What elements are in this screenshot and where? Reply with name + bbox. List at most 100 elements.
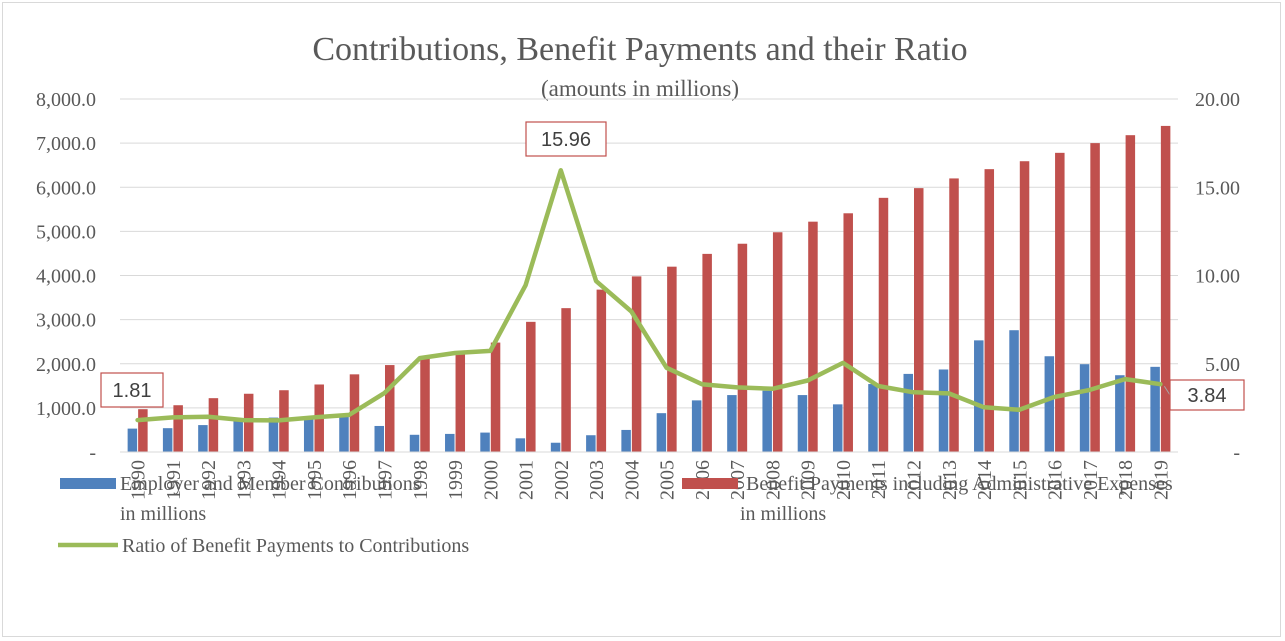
ratio-line <box>135 168 1163 423</box>
x-tick-label: 1998 <box>410 460 432 500</box>
benefit-bar <box>1090 143 1100 452</box>
legend-label-contributions: Employer and Member Contributions <box>120 473 421 495</box>
contribution-bar <box>409 434 420 452</box>
contribution-bar <box>339 414 349 452</box>
axes: - 1,000.0 2,000.0 3,000.0 4,000.0 5,000.0 6,00… <box>36 89 1240 500</box>
contribution-bar <box>868 384 878 452</box>
benefit-bar <box>737 243 748 452</box>
contribution-bar <box>1009 330 1019 452</box>
benefit-bar <box>490 342 501 452</box>
legend-swatch-benefits <box>682 478 738 489</box>
data-label-leader <box>1163 385 1171 396</box>
contribution-bar <box>1044 356 1055 452</box>
benefit-bar <box>949 178 959 453</box>
chart-title: Contributions, Benefit Payments and thei… <box>312 31 967 68</box>
data-label-box <box>100 372 164 408</box>
contribution-bar <box>445 433 455 452</box>
x-tick-label: 2012 <box>904 460 926 500</box>
contribution-bar <box>938 369 949 452</box>
x-tick-label: 2016 <box>1045 460 1067 500</box>
x-tick-label: 2017 <box>1080 460 1102 500</box>
legend-label-benefits: Benefit Payments including Administrativ… <box>746 473 1173 495</box>
legend-label-ratio: Ratio of Benefit Payments to Contributio… <box>122 535 469 557</box>
x-tick-label: 2007 <box>727 460 749 500</box>
data-labels: 1.81 15.96 3.84 <box>100 121 1245 411</box>
contribution-bar <box>162 428 173 452</box>
benefit-bar <box>772 232 783 452</box>
x-tick-label: 2010 <box>833 460 855 500</box>
x-tick-label: 2015 <box>1009 460 1031 500</box>
contribution-bar <box>303 417 314 452</box>
data-label: 15.96 <box>541 129 591 151</box>
contribution-bar <box>1079 364 1090 452</box>
benefit-bar <box>526 321 536 452</box>
benefit-bar <box>1125 135 1136 452</box>
x-tick-label: 2009 <box>798 460 820 500</box>
contribution-bar <box>974 340 984 452</box>
benefit-bar <box>455 353 466 452</box>
contribution-bar <box>727 395 737 452</box>
y-left-tick-label: 4,000.0 <box>36 266 96 288</box>
benefit-bar <box>596 289 607 452</box>
y-right-tick-label: 20.00 <box>1195 89 1240 111</box>
benefit-bar <box>914 188 924 452</box>
y-right-tick-label: - <box>1233 442 1240 464</box>
y-left-tick-label: - <box>89 442 96 464</box>
contribution-bar <box>621 429 631 452</box>
benefit-bar <box>843 213 853 452</box>
benefit-bar <box>1055 152 1065 452</box>
contribution-bar <box>832 404 843 452</box>
benefit-bar <box>702 253 712 452</box>
x-tick-label: 2001 <box>516 460 538 500</box>
benefit-bar <box>385 365 395 452</box>
x-tick-label: 2011 <box>868 460 890 499</box>
y-left-tick-label: 6,000.0 <box>36 177 96 199</box>
benefit-bar <box>808 221 818 452</box>
x-tick-label: 1993 <box>233 460 255 500</box>
benefit-bar <box>1019 161 1030 452</box>
data-label-box <box>1169 379 1245 411</box>
x-tick-label: 2005 <box>657 460 679 500</box>
benefit-bar <box>173 405 183 452</box>
contribution-bar <box>1150 366 1160 452</box>
contribution-bar <box>268 417 279 452</box>
x-tick-label: 2019 <box>1150 460 1172 500</box>
benefit-bar <box>138 409 148 452</box>
x-tick-label: 2003 <box>586 460 608 500</box>
x-tick-label: 1992 <box>198 460 220 500</box>
benefit-bar <box>667 266 677 452</box>
x-tick-label: 1994 <box>269 460 291 500</box>
contribution-bar <box>797 395 808 452</box>
x-tick-label: 2018 <box>1115 460 1137 500</box>
ratio-line-series <box>135 168 1163 423</box>
benefit-bar <box>208 398 219 452</box>
benefit-bar <box>243 393 254 452</box>
legend: Employer and Member Contributions in mill… <box>58 473 1173 557</box>
data-label: 1.81 <box>113 380 152 402</box>
contribution-bar <box>233 419 243 452</box>
contribution-bar <box>480 432 490 452</box>
contribution-bar <box>656 413 667 452</box>
legend-label-contributions: in millions <box>120 503 206 525</box>
x-tick-label: 1990 <box>128 460 150 500</box>
contribution-bar <box>550 442 561 452</box>
contribution-bar <box>691 400 702 452</box>
contribution-bar <box>903 373 913 452</box>
x-tick-label: 2008 <box>762 460 784 500</box>
y-right-tick-label: 15.00 <box>1195 177 1240 199</box>
x-tick-label: 1997 <box>375 460 397 500</box>
benefit-bar <box>1160 125 1171 452</box>
y-right-tick-label: 5.00 <box>1205 354 1240 376</box>
contribution-bar <box>1115 375 1125 452</box>
bar-series <box>127 125 1171 453</box>
contribution-bar <box>586 435 596 452</box>
contribution-bar <box>762 390 772 452</box>
y-left-tick-label: 8,000.0 <box>36 89 96 111</box>
x-tick-label: 1991 <box>163 460 185 500</box>
x-tick-label: 2014 <box>974 460 996 500</box>
x-tick-label: 2004 <box>621 460 643 500</box>
legend-swatch-contributions <box>60 478 116 489</box>
legend-label-benefits: in millions <box>740 503 826 525</box>
